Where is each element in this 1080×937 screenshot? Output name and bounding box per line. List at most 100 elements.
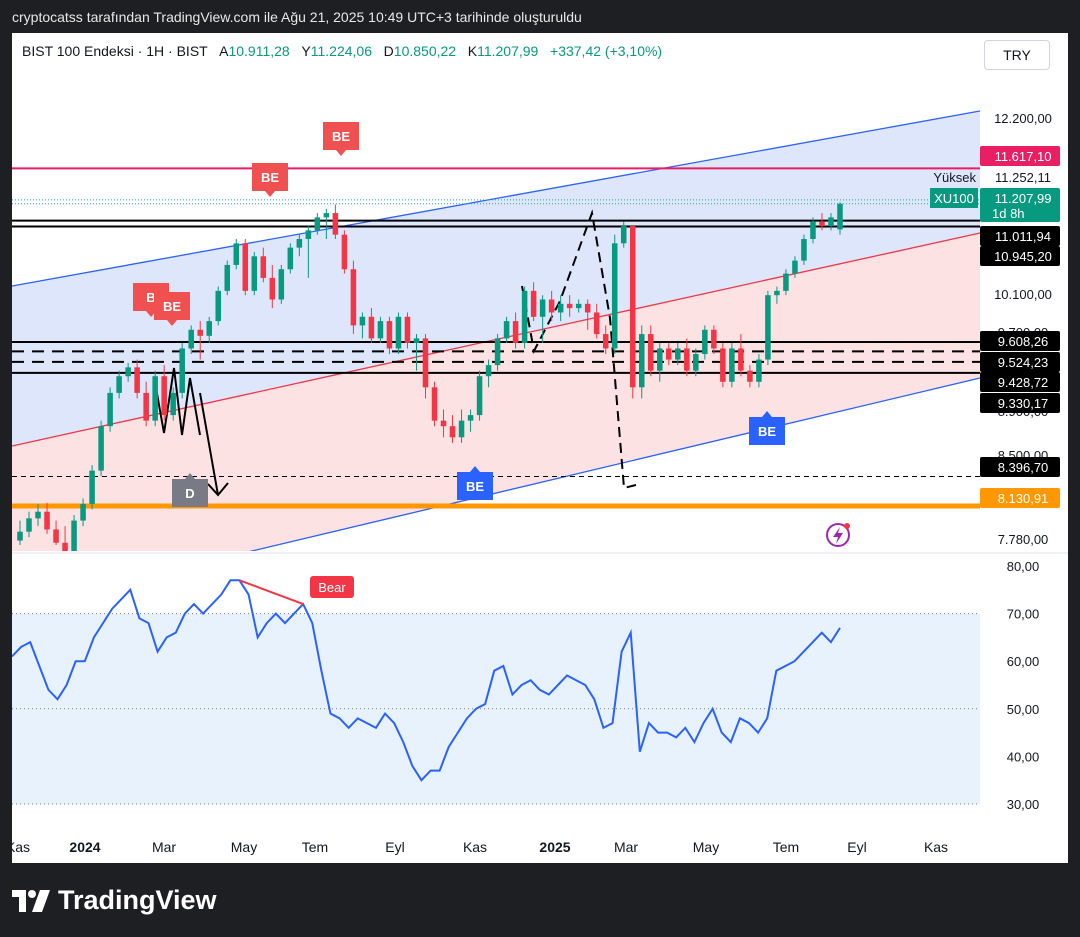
candle-up [233,243,240,265]
candle-up [620,226,627,244]
candle-down [738,348,744,371]
candle-up [35,511,41,519]
price-badge [980,488,1060,508]
lightning-bolt-icon [833,527,843,544]
candle-down [512,321,519,343]
zigzag-drawing [155,367,201,436]
rsi-axis-label: 80,00 [1007,559,1040,574]
candle-down [386,321,393,349]
candle-up [638,334,645,388]
candle-down [143,392,149,421]
brand-name: TradingView [58,885,217,915]
price-badge-label: 9.524,23 [998,355,1049,370]
price-badge-label: 11.252,11 [995,170,1051,185]
chart-caption: cryptocatss tarafından TradingView.com i… [12,9,582,25]
lightning-icon[interactable] [826,523,850,547]
candle-up [765,295,771,360]
dashed-projection-path [521,209,637,490]
channel-lower-line [249,377,980,551]
candle-up [539,299,546,317]
candle-up [98,426,104,471]
symbol-tag-label: XU100 [934,191,974,206]
candle-up [17,531,23,541]
change-value: +337,42 (+3,10%) [550,43,663,59]
high-value: 11.224,06 [310,43,372,59]
candle-up [116,376,122,393]
candle-up [828,217,834,227]
candle-down [350,269,357,326]
candle-down [404,316,411,343]
price-badge [980,331,1060,351]
candle-down [449,426,456,438]
candle-up [71,520,77,551]
candle-down [566,303,573,309]
candle-up [693,354,699,371]
candle-up [774,290,780,296]
candle-up [485,365,492,377]
price-axis-label: 7.780,00 [998,532,1049,547]
candle-up [170,392,176,416]
price-badge-label: 8.130,91 [998,491,1049,506]
bear-divergence-badge [310,576,354,598]
price-badge-label: 11.011,94 [995,229,1051,244]
open-key: A [219,43,229,59]
notification-dot [844,523,850,529]
price-badge-label: 10.945,20 [994,249,1052,264]
candle-up [756,359,762,382]
candle-up [801,238,807,261]
candle-up [188,329,194,349]
candle-down [684,348,690,371]
rsi-line [12,579,841,782]
candle-up [395,316,402,349]
high-key: Y [301,43,311,59]
candle-up [215,290,222,322]
candle-up [611,243,618,349]
tradingview-logo-icon [12,889,50,912]
candle-down [134,367,140,393]
candle-down [720,348,726,382]
candle-down [197,329,203,336]
price-badge [980,352,1060,372]
candle-down [440,420,447,427]
candle-down [530,290,537,317]
candle-up [837,203,843,230]
candle-down [666,348,672,360]
candle-up [557,303,564,313]
candle-up [458,420,465,438]
candle-up [296,238,303,248]
candle-up [521,290,528,343]
candle-up [476,376,483,416]
high-label: Yüksek [933,170,976,185]
arrow-line [199,392,219,496]
rsi-axis-label: 30,00 [1007,797,1040,812]
rsi-axis-label: 60,00 [1007,654,1040,669]
bear-divergence-label: Bear [318,580,346,595]
candle-up [467,415,474,421]
low-key: D [383,43,394,59]
signal-marker-label: BE [261,170,279,185]
price-badge-label: 11.617,10 [995,149,1052,164]
price-axis-label: 12.200,00 [994,111,1052,126]
candle-down [62,542,68,551]
signal-marker-label: BE [332,129,350,144]
candle-up [377,321,384,339]
channel-lower-fill [12,233,980,551]
time-axis-label: Kas [463,839,487,855]
candle-up [503,321,510,339]
candle-up [783,273,789,291]
time-axis-label: May [693,839,719,855]
candle-down [431,387,438,421]
candle-up [26,518,32,532]
signal-marker-label: BE [163,299,181,314]
countdown-label: 1d 8h [992,206,1025,221]
price-badge [980,393,1060,413]
candle-up [792,260,798,274]
candle-up [729,348,735,382]
currency-button[interactable]: TRY [984,40,1050,70]
candle-down [602,334,609,349]
candle-down [819,221,825,227]
signal-marker [323,122,359,156]
price-badge-label: 8.396,70 [998,460,1049,475]
